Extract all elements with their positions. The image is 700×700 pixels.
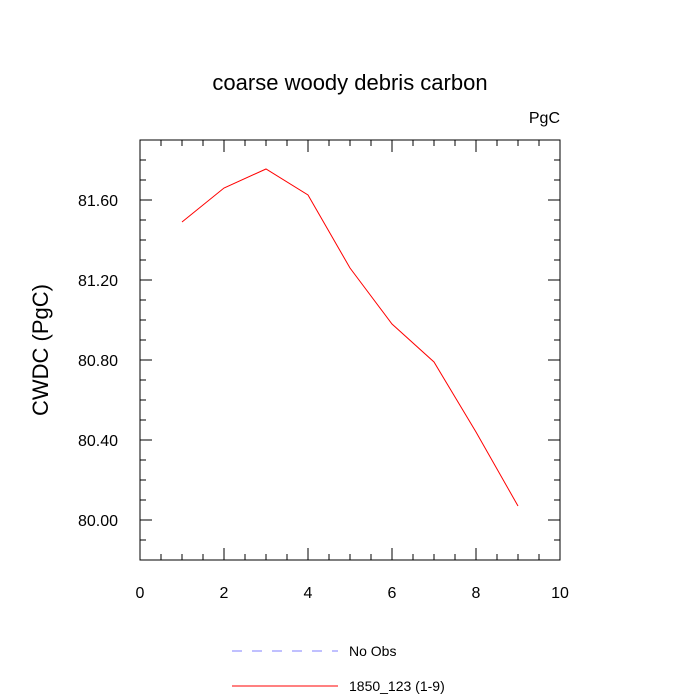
x-tick-label: 0: [136, 585, 145, 602]
plot-frame: [139, 139, 561, 561]
x-tick-label: 6: [388, 585, 397, 602]
tick-labels: 0 2 4 6 8 10 80.00 80.40 80.80 81.20 81.60: [78, 193, 569, 602]
y-tick-label: 81.60: [78, 193, 118, 210]
units-label: PgC: [529, 110, 560, 127]
y-axis-label: CWDC (PgC): [28, 284, 53, 416]
y-tick-label: 80.00: [78, 513, 118, 530]
y-tick-label: 81.20: [78, 273, 118, 290]
legend-label: 1850_123 (1-9): [349, 678, 445, 694]
legend-label: No Obs: [349, 643, 396, 659]
y-tick-label: 80.40: [78, 433, 118, 450]
series-group: [181, 168, 519, 507]
x-tick-label: 8: [472, 585, 481, 602]
x-tick-label: 2: [220, 585, 229, 602]
series-line: [181, 168, 519, 507]
chart-title: coarse woody debris carbon: [212, 70, 487, 95]
legend: No Obs 1850_123 (1-9): [232, 643, 445, 694]
axis-ticks: [139, 139, 561, 561]
x-tick-label: 4: [304, 585, 313, 602]
x-tick-label: 10: [551, 585, 569, 602]
y-tick-label: 80.80: [78, 353, 118, 370]
